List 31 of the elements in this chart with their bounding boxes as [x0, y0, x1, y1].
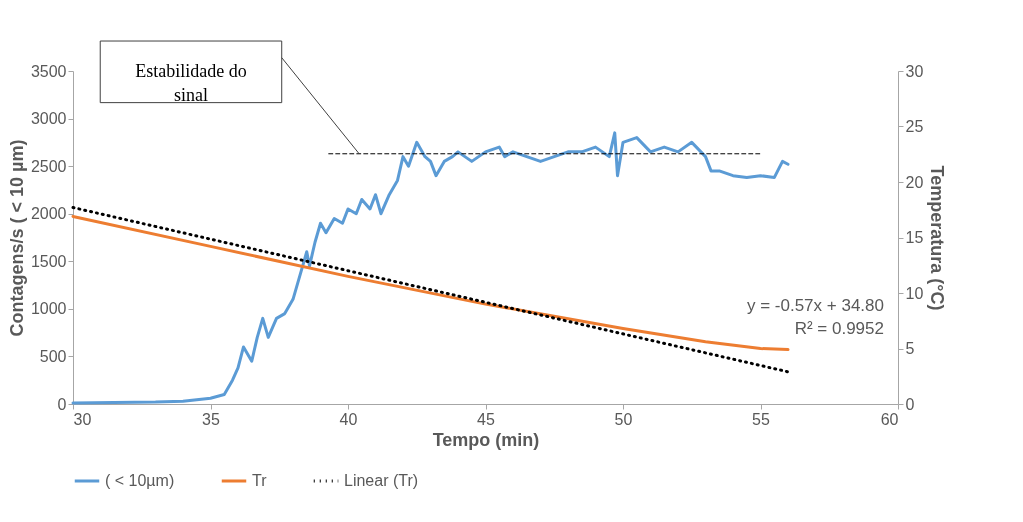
annotation: R² = 0.9952	[794, 319, 884, 339]
legend-label: ( < 10µm)	[105, 472, 175, 489]
y2-tick-label: 10	[905, 284, 924, 302]
x-tick-label: 45	[477, 410, 495, 428]
x-axis-title: Tempo (min)	[432, 429, 540, 450]
legend-label: Tr	[252, 472, 268, 489]
x-tick-label: 50	[614, 410, 633, 428]
y2-tick-label: 25	[905, 118, 924, 135]
annotation: Estabilidade do sinal	[135, 60, 247, 105]
y2-tick-label: 20	[905, 173, 924, 191]
x-tick-label: 55	[752, 410, 770, 428]
y-tick-label: 3000	[30, 110, 67, 128]
y-tick-label: 3500	[30, 62, 67, 80]
annotation: y = -0.57x + 34.80	[746, 295, 884, 315]
y-tick-label: 2000	[30, 205, 67, 223]
y2-axis-title: Temperatura (°C)	[927, 165, 948, 311]
y-tick-label: 1500	[30, 252, 67, 270]
x-tick-label: 35	[202, 410, 220, 428]
y2-tick-label: 5	[905, 340, 915, 357]
y-axis-title: Contagens/s ( < 10 µm)	[6, 139, 27, 337]
y-tick-label: 0	[57, 395, 67, 413]
y-tick-label: 500	[39, 347, 67, 365]
y-tick-label: 1000	[30, 300, 67, 318]
y2-tick-label: 0	[905, 395, 915, 413]
y2-tick-label: 15	[905, 229, 924, 246]
y-tick-label: 2500	[30, 157, 67, 175]
x-tick-label: 60	[880, 410, 899, 428]
legend-label: Linear (Tr)	[344, 472, 419, 489]
y2-tick-label: 30	[905, 62, 924, 80]
x-tick-label: 40	[339, 410, 358, 428]
x-tick-label: 30	[73, 410, 92, 428]
